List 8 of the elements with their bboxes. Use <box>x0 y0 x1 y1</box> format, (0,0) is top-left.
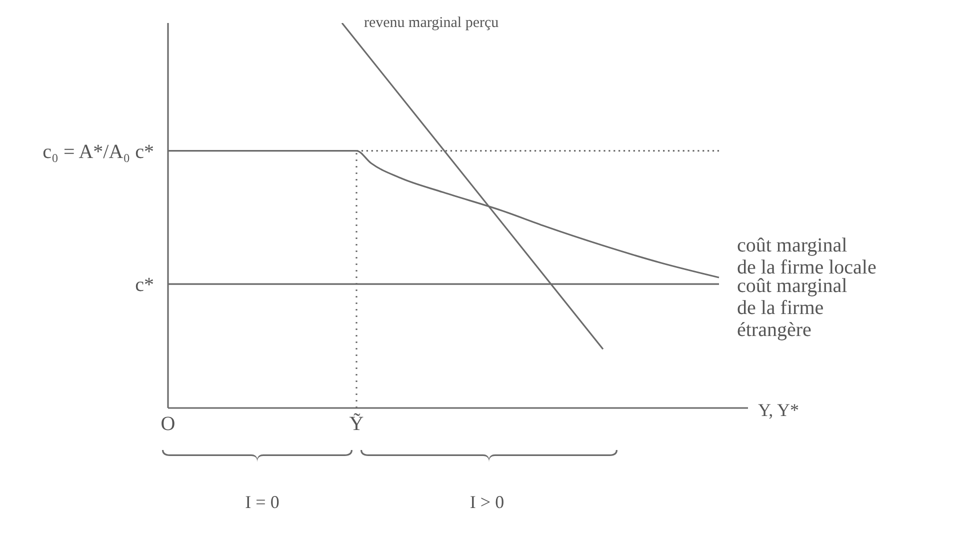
text: c* <box>135 274 154 296</box>
series-label: revenu marginal perçu <box>364 15 500 31</box>
text: c₀ = A*/A₀ c* <box>42 140 154 163</box>
x-axis-title: Y, Y* <box>758 400 800 420</box>
x-tick-label: Ỹ <box>349 413 364 436</box>
x-tick-label: O <box>160 413 176 436</box>
text: I > 0 <box>470 492 504 512</box>
text: I = 0 <box>245 492 280 512</box>
